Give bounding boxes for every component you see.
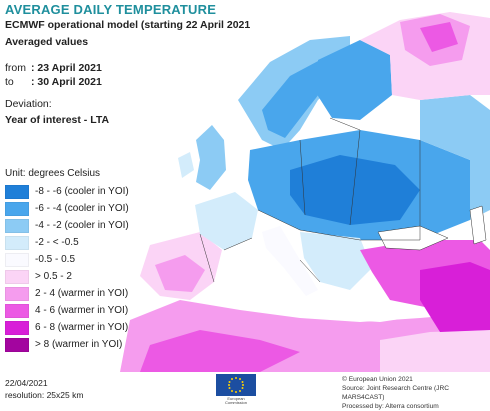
legend-item: -8 - -6 (cooler in YOI) (5, 183, 129, 200)
legend-label: 6 - 8 (warmer in YOI) (35, 322, 129, 333)
map-legend: Unit: degrees Celsius -8 - -6 (cooler in… (5, 168, 129, 353)
legend-swatch (5, 235, 29, 250)
legend-label: -6 - -4 (cooler in YOI) (35, 203, 129, 214)
to-date: to : 30 April 2021 (5, 76, 102, 88)
north-russia-hot-region (420, 22, 458, 52)
from-value: : 23 April 2021 (31, 62, 102, 74)
deviation-label: Deviation: (5, 98, 52, 110)
middle-east-hot-region (420, 262, 490, 332)
model-subtitle: ECMWF operational model (starting 22 Apr… (5, 19, 251, 31)
country-borders (199, 117, 421, 283)
map-title: AVERAGE DAILY TEMPERATURE (5, 2, 217, 17)
from-date: from : 23 April 2021 (5, 62, 102, 74)
to-label: to (5, 76, 14, 88)
legend-label: > 0.5 - 2 (35, 271, 72, 282)
eu-caption-line-2: Commission (224, 400, 247, 405)
finland-region (318, 40, 392, 120)
eastern-europe-region (420, 95, 490, 220)
legend-swatch (5, 269, 29, 284)
resolution-label: resolution: 25x25 km (5, 390, 84, 400)
legend-label: 4 - 6 (warmer in YOI) (35, 305, 129, 316)
legend-swatch (5, 218, 29, 233)
averaged-values-label: Averaged values (5, 36, 89, 48)
black-sea (377, 225, 449, 251)
credits: © European Union 2021 Source: Joint Rese… (342, 375, 490, 411)
france-region (195, 192, 258, 250)
legend-swatch (5, 201, 29, 216)
italy-region (262, 226, 318, 296)
north-africa-hot-region (140, 330, 300, 372)
legend-item: > 0.5 - 2 (5, 268, 129, 285)
to-value: : 30 April 2021 (31, 76, 102, 88)
eu-flag-icon (216, 374, 256, 396)
scandinavia-cold-region (262, 60, 330, 138)
legend-label: > 8 (warmer in YOI) (35, 339, 123, 350)
temperature-deviation-map (120, 12, 490, 372)
britain-region (196, 125, 226, 190)
legend-item: 2 - 4 (warmer in YOI) (5, 285, 129, 302)
processed-by-text: Processed by: Alterra consortium (342, 403, 439, 410)
caspian-sea (469, 205, 487, 245)
legend-swatch (5, 303, 29, 318)
year-of-interest-label: Year of interest - LTA (5, 114, 110, 126)
from-label: from (5, 62, 26, 74)
eu-caption: European Commission (216, 397, 256, 405)
legend-title: Unit: degrees Celsius (5, 168, 101, 179)
legend-items: -8 - -6 (cooler in YOI) -6 - -4 (cooler i… (5, 183, 129, 353)
legend-swatch (5, 337, 29, 352)
legend-label: -8 - -6 (cooler in YOI) (35, 186, 129, 197)
copyright-text: © European Union 2021 (342, 376, 413, 383)
balkans-region (300, 232, 372, 290)
legend-label: 2 - 4 (warmer in YOI) (35, 288, 129, 299)
legend-swatch (5, 286, 29, 301)
legend-item: 6 - 8 (warmer in YOI) (5, 319, 129, 336)
footer: 22/04/2021 resolution: 25x25 km European… (0, 372, 490, 410)
issue-date: 22/04/2021 (5, 378, 48, 388)
european-commission-logo: European Commission (216, 374, 256, 405)
legend-swatch (5, 184, 29, 199)
north-africa-east-region (380, 330, 490, 372)
central-europe-cold-core (290, 155, 420, 225)
legend-item: > 8 (warmer in YOI) (5, 336, 129, 353)
legend-label: -0.5 - 0.5 (35, 254, 76, 265)
legend-swatch (5, 252, 29, 267)
legend-item: 4 - 6 (warmer in YOI) (5, 302, 129, 319)
legend-swatch (5, 320, 29, 335)
legend-item: -6 - -4 (cooler in YOI) (5, 200, 129, 217)
legend-item: -2 - < -0.5 (5, 234, 129, 251)
eu-caption-line-1: European (227, 396, 245, 401)
legend-label: -4 - -2 (cooler in YOI) (35, 220, 129, 231)
legend-item: -0.5 - 0.5 (5, 251, 129, 268)
legend-item: -4 - -2 (cooler in YOI) (5, 217, 129, 234)
legend-label: -2 - < -0.5 (35, 237, 79, 248)
iberia-warm-region (155, 255, 205, 292)
ireland-region (178, 152, 194, 178)
mediterranean-sea (214, 285, 420, 322)
source-text: Source: Joint Research Centre (JRC MARS4… (342, 385, 450, 401)
